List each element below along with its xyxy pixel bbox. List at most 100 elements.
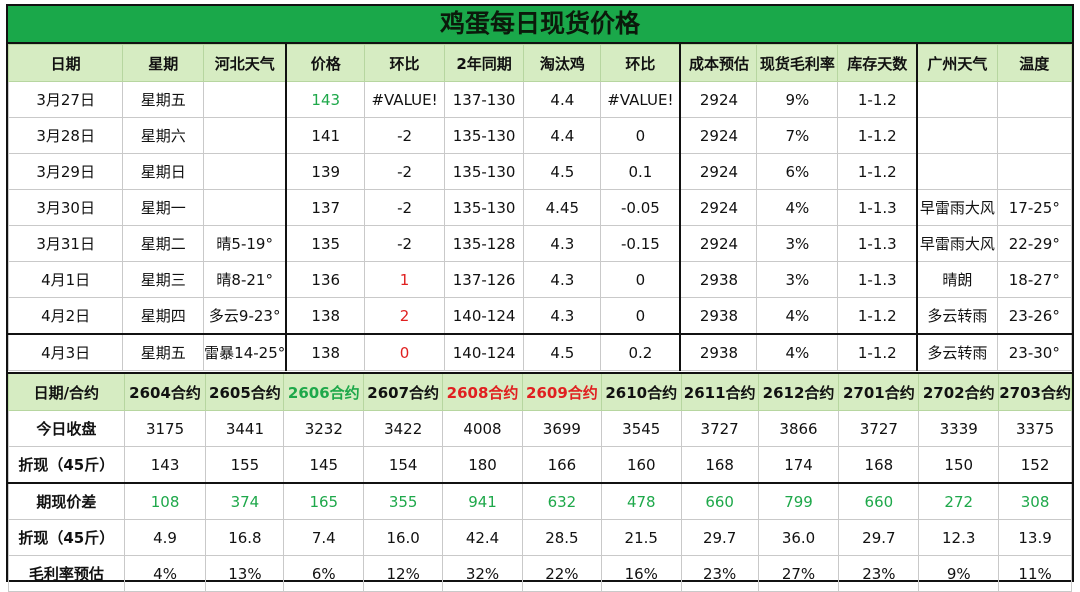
table-cell[interactable]: 166 bbox=[521, 446, 602, 484]
table-cell[interactable] bbox=[203, 81, 288, 118]
table-cell[interactable]: 23-30° bbox=[996, 333, 1073, 371]
table-cell[interactable]: 早雷雨大风 bbox=[916, 225, 998, 262]
table-cell[interactable]: -0.15 bbox=[600, 225, 682, 262]
table-cell[interactable]: 29.7 bbox=[838, 519, 920, 556]
table-cell[interactable]: 多云9-23° bbox=[203, 297, 288, 335]
table-cell[interactable]: 180 bbox=[442, 446, 523, 484]
table-cell[interactable]: 星期五 bbox=[122, 81, 205, 118]
table-cell[interactable]: 139 bbox=[285, 153, 366, 190]
table-cell[interactable]: 2938 bbox=[679, 333, 758, 371]
table-cell[interactable] bbox=[916, 153, 998, 190]
table-cell[interactable]: 135-130 bbox=[443, 117, 525, 154]
column-header[interactable]: 环比 bbox=[364, 44, 445, 82]
table-cell[interactable]: 16.0 bbox=[363, 519, 444, 556]
table-cell[interactable]: 3月29日 bbox=[7, 153, 124, 190]
table-cell[interactable]: 3月27日 bbox=[7, 81, 124, 118]
table-cell[interactable]: 140-124 bbox=[443, 333, 525, 371]
contract-header[interactable]: 2703合约 bbox=[998, 372, 1072, 411]
table-cell[interactable]: 145 bbox=[283, 446, 365, 484]
table-cell[interactable]: -2 bbox=[364, 225, 445, 262]
table-cell[interactable]: 22-29° bbox=[996, 225, 1073, 262]
table-cell[interactable]: 21.5 bbox=[600, 519, 682, 556]
table-cell[interactable] bbox=[916, 117, 998, 154]
table-cell[interactable]: 12.3 bbox=[918, 519, 1000, 556]
table-cell[interactable]: 1-1.2 bbox=[837, 333, 919, 371]
contract-header[interactable]: 2609合约 bbox=[521, 372, 602, 411]
table-cell[interactable]: -2 bbox=[364, 153, 445, 190]
table-cell[interactable]: 28.5 bbox=[521, 519, 602, 556]
table-cell[interactable]: 2924 bbox=[679, 117, 758, 154]
row-label[interactable]: 毛利率预估 bbox=[8, 555, 125, 592]
table-cell[interactable]: 0.1 bbox=[600, 153, 682, 190]
table-cell[interactable]: 3% bbox=[756, 261, 839, 298]
table-cell[interactable]: 4.3 bbox=[523, 225, 602, 262]
row-header-label[interactable]: 日期/合约 bbox=[8, 372, 125, 411]
table-cell[interactable]: 135 bbox=[285, 225, 366, 262]
contract-header[interactable]: 2612合约 bbox=[757, 372, 840, 411]
table-cell[interactable]: 160 bbox=[600, 446, 682, 484]
table-cell[interactable]: 135-128 bbox=[443, 225, 525, 262]
contract-header[interactable]: 2607合约 bbox=[363, 372, 444, 411]
table-cell[interactable]: 3422 bbox=[363, 410, 444, 447]
table-cell[interactable]: 星期日 bbox=[122, 153, 205, 190]
table-cell[interactable]: 478 bbox=[600, 482, 682, 520]
contract-header[interactable]: 2610合约 bbox=[600, 372, 682, 411]
row-label[interactable]: 今日收盘 bbox=[8, 410, 125, 447]
table-cell[interactable]: 2924 bbox=[679, 189, 758, 226]
table-cell[interactable]: -2 bbox=[364, 117, 445, 154]
table-cell[interactable]: 660 bbox=[838, 482, 920, 520]
table-cell[interactable]: 18-27° bbox=[996, 261, 1073, 298]
table-cell[interactable]: 660 bbox=[680, 482, 759, 520]
table-cell[interactable]: 4.5 bbox=[523, 153, 602, 190]
table-cell[interactable]: 3月31日 bbox=[7, 225, 124, 262]
table-cell[interactable]: 2 bbox=[364, 297, 445, 335]
table-cell[interactable]: 4月2日 bbox=[7, 297, 124, 335]
table-cell[interactable]: 3232 bbox=[283, 410, 365, 447]
table-cell[interactable]: 632 bbox=[521, 482, 602, 520]
table-cell[interactable]: 晴5-19° bbox=[203, 225, 288, 262]
table-cell[interactable]: 1-1.2 bbox=[837, 81, 919, 118]
table-cell[interactable]: 13.9 bbox=[998, 519, 1072, 556]
table-cell[interactable]: 4% bbox=[756, 333, 839, 371]
table-cell[interactable]: 3727 bbox=[838, 410, 920, 447]
table-cell[interactable]: 3699 bbox=[521, 410, 602, 447]
column-header[interactable]: 环比 bbox=[600, 44, 682, 82]
table-cell[interactable]: 150 bbox=[918, 446, 1000, 484]
column-header[interactable]: 日期 bbox=[7, 44, 124, 82]
row-label[interactable]: 折现（45斤） bbox=[8, 446, 125, 484]
column-header[interactable]: 淘汰鸡 bbox=[523, 44, 602, 82]
table-cell[interactable]: 星期二 bbox=[122, 225, 205, 262]
table-cell[interactable]: 0 bbox=[600, 261, 682, 298]
table-cell[interactable]: 4% bbox=[756, 189, 839, 226]
table-cell[interactable]: 138 bbox=[285, 333, 366, 371]
column-header[interactable]: 价格 bbox=[285, 44, 366, 82]
table-cell[interactable]: 7% bbox=[756, 117, 839, 154]
table-cell[interactable]: 42.4 bbox=[442, 519, 523, 556]
table-cell[interactable]: 4.45 bbox=[523, 189, 602, 226]
table-cell[interactable]: 308 bbox=[998, 482, 1072, 520]
table-cell[interactable]: 4% bbox=[123, 555, 207, 592]
table-cell[interactable]: 152 bbox=[998, 446, 1072, 484]
table-cell[interactable]: 0 bbox=[600, 117, 682, 154]
table-cell[interactable]: 1-1.2 bbox=[837, 297, 919, 335]
table-cell[interactable]: 29.7 bbox=[680, 519, 759, 556]
table-cell[interactable]: 4.3 bbox=[523, 261, 602, 298]
table-cell[interactable]: 早雷雨大风 bbox=[916, 189, 998, 226]
column-header[interactable]: 库存天数 bbox=[837, 44, 919, 82]
table-cell[interactable]: 136 bbox=[285, 261, 366, 298]
table-cell[interactable]: 3月30日 bbox=[7, 189, 124, 226]
column-header[interactable]: 成本预估 bbox=[679, 44, 758, 82]
table-cell[interactable]: 晴朗 bbox=[916, 261, 998, 298]
contract-header[interactable]: 2701合约 bbox=[838, 372, 920, 411]
contract-header[interactable]: 2702合约 bbox=[918, 372, 1000, 411]
table-cell[interactable]: 1-1.3 bbox=[837, 261, 919, 298]
table-cell[interactable]: 272 bbox=[918, 482, 1000, 520]
table-cell[interactable] bbox=[203, 117, 288, 154]
table-cell[interactable] bbox=[916, 81, 998, 118]
column-header[interactable]: 现货毛利率 bbox=[756, 44, 839, 82]
table-cell[interactable]: 143 bbox=[285, 81, 366, 118]
table-cell[interactable] bbox=[996, 153, 1073, 190]
table-cell[interactable]: 12% bbox=[363, 555, 444, 592]
table-cell[interactable] bbox=[996, 81, 1073, 118]
table-cell[interactable]: 晴8-21° bbox=[203, 261, 288, 298]
